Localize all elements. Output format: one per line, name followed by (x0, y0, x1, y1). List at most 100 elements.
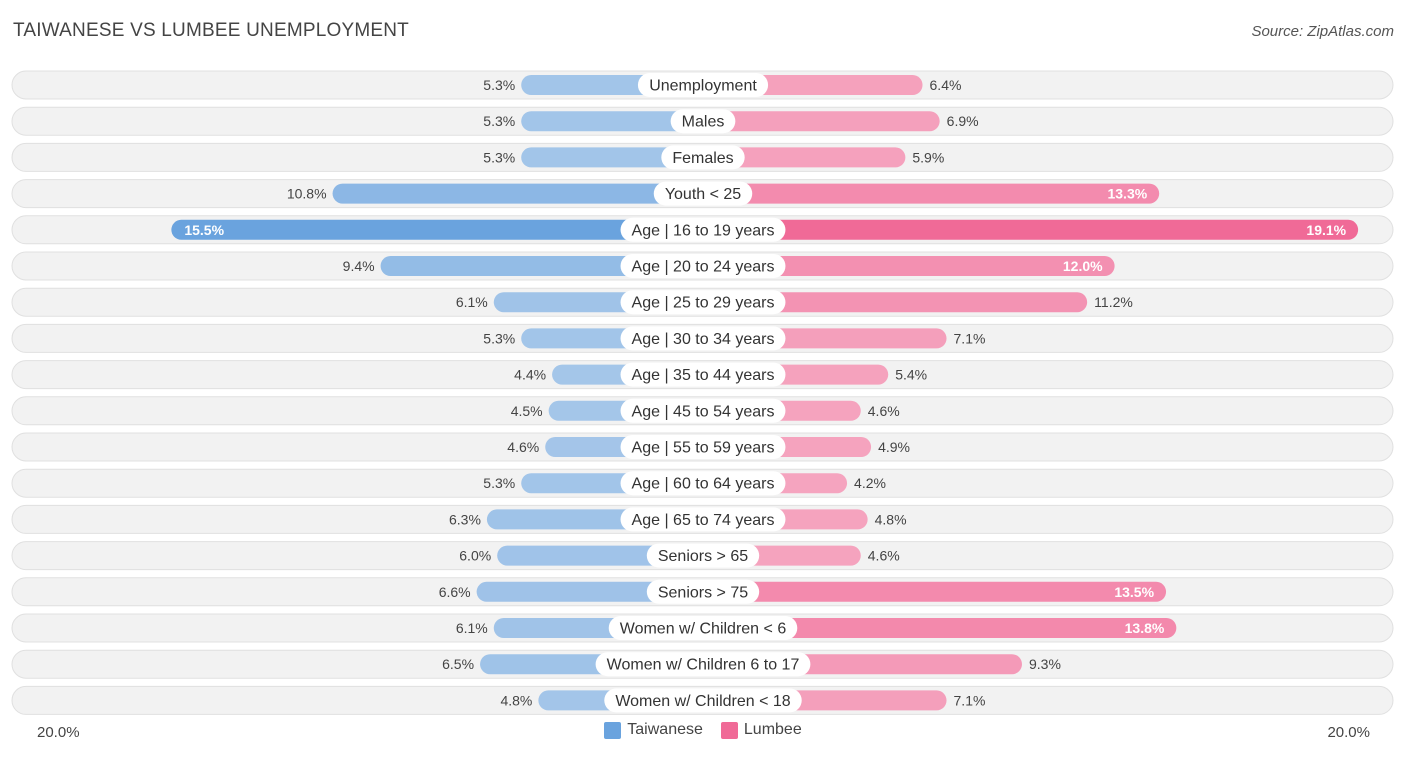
bar-taiwanese[interactable] (521, 147, 703, 168)
value-label-lumbee: 9.3% (1029, 656, 1061, 672)
source-note: Source: ZipAtlas.com (1251, 23, 1394, 40)
value-label-taiwanese: 5.3% (483, 77, 515, 93)
category-pill (637, 73, 769, 97)
category-label: Youth < 25 (665, 186, 741, 203)
bar-taiwanese[interactable] (171, 219, 704, 240)
value-label-taiwanese: 6.0% (459, 548, 491, 564)
bar-lumbee[interactable] (703, 219, 1359, 240)
bar-lumbee[interactable] (703, 183, 1160, 204)
chart-row: 6.6% 13.5% Seniors > 75 (11, 577, 1394, 607)
value-label-taiwanese: 9.4% (343, 258, 375, 274)
bar-taiwanese[interactable] (332, 183, 703, 204)
value-label-lumbee: 4.8% (875, 511, 907, 527)
value-label-taiwanese: 5.3% (483, 149, 515, 165)
chart-row: 4.8% 7.1% Women w/ Children < 18 (11, 685, 1394, 715)
category-pill (620, 398, 786, 423)
chart-row: 6.0% 4.6% Seniors > 65 (11, 541, 1394, 571)
chart-row: 6.1% 11.2% Age | 25 to 29 years (11, 287, 1394, 317)
category-pill (620, 471, 786, 496)
value-label-lumbee: 7.1% (954, 330, 986, 346)
legend-label-taiwanese: Taiwanese (627, 721, 703, 738)
legend-swatch-taiwanese (604, 721, 622, 739)
category-label: Age | 45 to 54 years (632, 403, 775, 420)
chart-title: TAIWANESE VS LUMBEE UNEMPLOYMENT (13, 20, 409, 41)
legend: Taiwanese Lumbee (0, 721, 1406, 739)
category-pill (646, 579, 760, 604)
category-pill (670, 109, 736, 134)
category-pill (653, 181, 753, 206)
value-label-taiwanese: 5.3% (483, 330, 515, 346)
value-label-taiwanese: 6.5% (442, 656, 474, 672)
value-label-taiwanese: 4.4% (514, 367, 546, 383)
value-label-taiwanese: 4.8% (500, 692, 532, 708)
category-pill (646, 543, 760, 568)
value-label-lumbee: 13.3% (1107, 186, 1147, 202)
value-label-taiwanese: 6.6% (439, 584, 471, 600)
chart-row: 4.4% 5.4% Age | 35 to 44 years (11, 360, 1394, 390)
category-label: Age | 20 to 24 years (632, 259, 775, 276)
chart-row: 5.3% 4.2% Age | 60 to 64 years (11, 468, 1394, 498)
category-label: Age | 16 to 19 years (632, 222, 775, 239)
category-pill (604, 688, 802, 713)
category-label: Age | 25 to 29 years (632, 295, 775, 312)
value-label-lumbee: 4.2% (854, 475, 886, 491)
category-pill (620, 362, 786, 387)
chart-row: 5.3% 5.9% Females (11, 142, 1394, 172)
legend-item-taiwanese[interactable]: Taiwanese (604, 721, 703, 739)
category-pill (620, 326, 786, 351)
bar-lumbee[interactable] (703, 147, 906, 168)
category-pill (620, 507, 786, 532)
value-label-lumbee: 6.9% (947, 113, 979, 129)
bar-taiwanese[interactable] (476, 581, 703, 602)
axis-max-label: 20.0% (1327, 724, 1370, 741)
category-pill (620, 290, 786, 315)
value-label-lumbee: 11.2% (1094, 294, 1133, 310)
bar-lumbee[interactable] (703, 581, 1167, 602)
chart-row: 4.6% 4.9% Age | 55 to 59 years (11, 432, 1394, 462)
category-label: Age | 65 to 74 years (632, 512, 775, 529)
chart-row: 5.3% 6.4% Unemployment (11, 70, 1394, 100)
value-label-taiwanese: 5.3% (483, 113, 515, 129)
value-label-taiwanese: 15.5% (184, 222, 224, 238)
category-label: Women w/ Children 6 to 17 (607, 657, 800, 674)
category-pill (608, 616, 798, 640)
category-label: Women w/ Children < 6 (620, 621, 787, 638)
chart-row: 6.1% 13.8% Women w/ Children < 6 (11, 613, 1394, 643)
category-label: Males (682, 114, 725, 131)
value-label-lumbee: 5.9% (912, 149, 944, 165)
category-label: Seniors > 75 (658, 584, 748, 601)
bar-lumbee[interactable] (703, 256, 1115, 276)
value-label-lumbee: 4.6% (868, 403, 900, 419)
value-label-lumbee: 13.5% (1114, 584, 1154, 600)
axis-min-label: 20.0% (37, 724, 80, 741)
value-label-taiwanese: 4.6% (507, 439, 539, 455)
legend-swatch-lumbee (720, 721, 738, 739)
chart-row: 4.5% 4.6% Age | 45 to 54 years (11, 396, 1394, 426)
value-label-lumbee: 4.6% (868, 548, 900, 564)
value-label-lumbee: 4.9% (878, 439, 910, 455)
value-label-lumbee: 19.1% (1306, 222, 1346, 238)
category-label: Age | 60 to 64 years (632, 476, 775, 493)
value-label-taiwanese: 5.3% (483, 475, 515, 491)
value-label-lumbee: 7.1% (954, 692, 986, 708)
value-label-taiwanese: 6.3% (449, 511, 481, 527)
value-label-lumbee: 5.4% (895, 367, 927, 383)
chart-row: 6.5% 9.3% Women w/ Children 6 to 17 (11, 649, 1394, 679)
chart-row: 9.4% 12.0% Age | 20 to 24 years (11, 251, 1394, 281)
category-label: Age | 35 to 44 years (632, 367, 775, 384)
bar-taiwanese[interactable] (521, 111, 703, 132)
category-label: Seniors > 65 (658, 548, 748, 565)
chart-row: 5.3% 7.1% Age | 30 to 34 years (11, 323, 1394, 353)
legend-label-lumbee: Lumbee (743, 721, 802, 738)
category-pill (620, 217, 786, 242)
bar-lumbee[interactable] (703, 292, 1088, 313)
chart-row: 15.5% 19.1% Age | 16 to 19 years (11, 215, 1394, 245)
bar-lumbee[interactable] (703, 618, 1177, 638)
bar-lumbee[interactable] (703, 111, 940, 132)
value-label-taiwanese: 6.1% (456, 294, 488, 310)
value-label-lumbee: 12.0% (1063, 258, 1103, 274)
chart-row: 10.8% 13.3% Youth < 25 (11, 179, 1394, 209)
legend-item-lumbee[interactable]: Lumbee (720, 721, 802, 739)
category-label: Females (672, 150, 733, 167)
